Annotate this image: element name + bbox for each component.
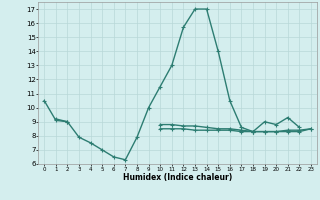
X-axis label: Humidex (Indice chaleur): Humidex (Indice chaleur) (123, 173, 232, 182)
